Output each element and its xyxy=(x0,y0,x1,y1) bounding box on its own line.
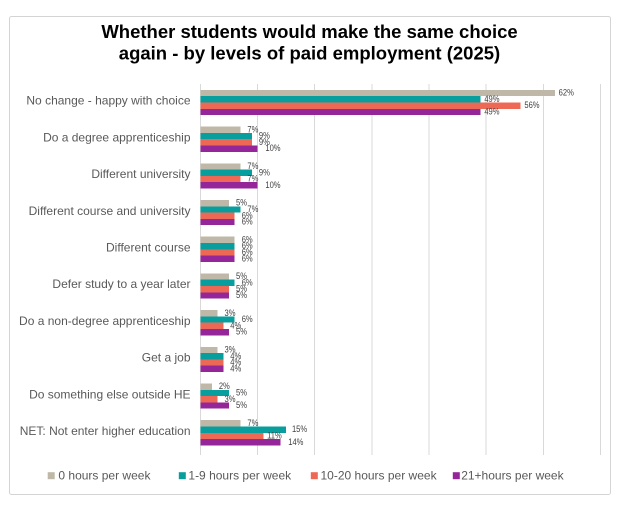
svg-text:5%: 5% xyxy=(236,284,247,295)
svg-text:NET: Not enter higher educatio: NET: Not enter higher education xyxy=(20,424,191,438)
svg-text:Get a job: Get a job xyxy=(142,351,191,365)
svg-text:Different course: Different course xyxy=(106,241,191,255)
svg-text:6%: 6% xyxy=(242,253,253,264)
svg-text:4%: 4% xyxy=(230,357,241,368)
svg-text:5%: 5% xyxy=(236,388,247,399)
svg-text:Different course and universit: Different course and university xyxy=(29,204,191,218)
svg-text:3%: 3% xyxy=(225,345,236,356)
svg-text:1-9 hours per week: 1-9 hours per week xyxy=(188,469,292,483)
svg-text:62%: 62% xyxy=(559,88,575,99)
svg-text:5%: 5% xyxy=(236,198,247,209)
svg-text:5%: 5% xyxy=(236,271,247,282)
svg-text:9%: 9% xyxy=(259,131,270,142)
svg-text:9%: 9% xyxy=(259,137,270,148)
svg-text:4%: 4% xyxy=(230,351,241,362)
svg-text:7%: 7% xyxy=(247,204,258,215)
svg-text:3%: 3% xyxy=(225,308,236,319)
svg-text:Do a non-degree apprenticeship: Do a non-degree apprenticeship xyxy=(19,314,191,328)
svg-text:6%: 6% xyxy=(242,314,253,325)
svg-text:5%: 5% xyxy=(236,290,247,301)
svg-text:49%: 49% xyxy=(484,94,500,105)
svg-text:7%: 7% xyxy=(247,418,258,429)
svg-text:Defer study to a year later: Defer study to a year later xyxy=(52,277,190,291)
svg-text:Do a degree apprenticeship: Do a degree apprenticeship xyxy=(43,130,191,144)
svg-text:4%: 4% xyxy=(230,320,241,331)
svg-text:6%: 6% xyxy=(242,247,253,258)
svg-text:14%: 14% xyxy=(288,437,304,448)
svg-text:10%: 10% xyxy=(265,143,281,154)
svg-text:6%: 6% xyxy=(242,241,253,252)
svg-text:5%: 5% xyxy=(236,400,247,411)
svg-text:9%: 9% xyxy=(259,167,270,178)
svg-text:2%: 2% xyxy=(219,381,230,392)
svg-text:11%: 11% xyxy=(267,431,282,442)
svg-text:Do something else outside HE: Do something else outside HE xyxy=(29,387,190,401)
svg-text:0 hours per week: 0 hours per week xyxy=(58,469,151,483)
svg-text:7%: 7% xyxy=(247,174,258,185)
svg-text:6%: 6% xyxy=(242,234,253,245)
svg-text:10-20 hours per week: 10-20 hours per week xyxy=(321,469,438,483)
svg-text:3%: 3% xyxy=(225,394,236,405)
svg-text:No change - happy with choice: No change - happy with choice xyxy=(26,94,190,108)
svg-text:15%: 15% xyxy=(292,424,308,435)
svg-text:7%: 7% xyxy=(247,124,258,135)
svg-text:56%: 56% xyxy=(524,100,540,111)
svg-text:Different university: Different university xyxy=(91,167,190,181)
svg-text:6%: 6% xyxy=(242,217,253,228)
svg-text:21+hours per week: 21+hours per week xyxy=(461,469,564,483)
svg-text:6%: 6% xyxy=(242,277,253,288)
svg-text:10%: 10% xyxy=(265,180,281,191)
svg-text:Whether students would make th: Whether students would make the same cho… xyxy=(101,21,517,42)
svg-text:49%: 49% xyxy=(484,107,500,118)
svg-text:4%: 4% xyxy=(230,363,241,374)
svg-text:6%: 6% xyxy=(242,210,253,221)
svg-text:again - by levels of paid empl: again - by levels of paid employment (20… xyxy=(119,43,500,64)
svg-text:5%: 5% xyxy=(236,327,247,338)
svg-text:7%: 7% xyxy=(247,161,258,172)
